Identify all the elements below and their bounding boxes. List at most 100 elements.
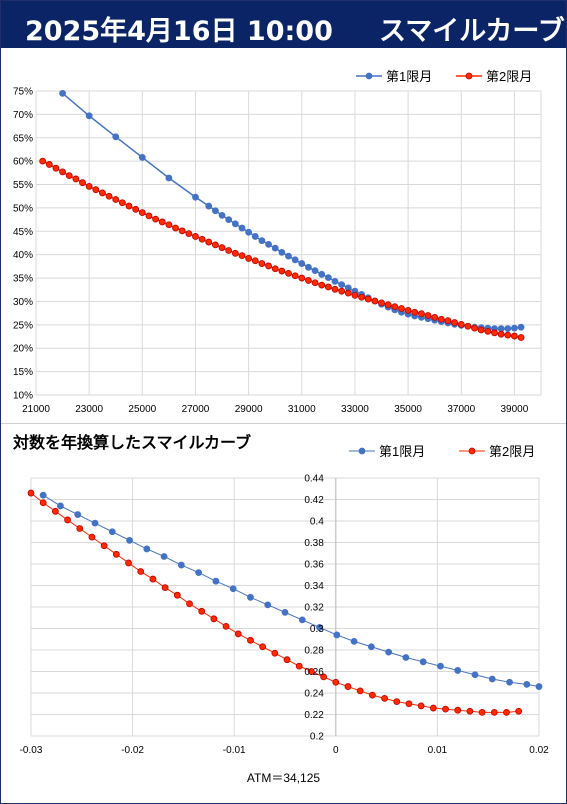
data-point bbox=[251, 233, 259, 240]
legend-marker bbox=[465, 72, 473, 80]
data-point bbox=[271, 244, 279, 252]
data-point bbox=[247, 636, 254, 644]
x-tick-label: 37000 bbox=[447, 404, 475, 415]
chart-1-smile-curve: 10% 15% 20% 25% 30% 35% 40% 45% 50% 55% 60% 65% 70% 7… bbox=[13, 69, 542, 415]
data-point bbox=[405, 700, 413, 708]
data-point bbox=[271, 649, 279, 657]
data-point bbox=[145, 212, 153, 220]
data-point bbox=[457, 320, 465, 328]
data-point bbox=[429, 704, 437, 712]
y-tick-label: 0.4 bbox=[310, 517, 324, 528]
data-point bbox=[344, 683, 352, 690]
data-point bbox=[477, 326, 485, 334]
data-point bbox=[177, 561, 185, 569]
data-point bbox=[281, 608, 289, 616]
data-point bbox=[491, 329, 498, 337]
data-point bbox=[218, 244, 226, 252]
data-point bbox=[143, 545, 151, 553]
data-point bbox=[358, 293, 365, 301]
data-point bbox=[511, 332, 518, 340]
data-point bbox=[161, 584, 169, 592]
data-point bbox=[454, 667, 462, 674]
y-tick-label: 55% bbox=[13, 180, 33, 191]
data-point bbox=[85, 112, 93, 120]
data-point bbox=[291, 256, 299, 264]
data-point bbox=[238, 252, 246, 260]
data-point bbox=[251, 257, 259, 265]
data-point bbox=[245, 255, 253, 262]
data-point bbox=[308, 668, 315, 675]
data-point bbox=[112, 550, 120, 558]
y-tick-label: 75% bbox=[13, 87, 33, 98]
data-point bbox=[324, 274, 332, 282]
data-point bbox=[417, 310, 425, 318]
data-point bbox=[356, 687, 364, 695]
y-tick-label: 0.44 bbox=[304, 474, 324, 485]
data-point bbox=[381, 694, 388, 702]
data-point bbox=[152, 215, 160, 223]
data-point bbox=[247, 593, 254, 601]
data-point bbox=[331, 285, 339, 293]
data-point bbox=[419, 658, 427, 666]
data-point bbox=[318, 270, 326, 278]
data-point bbox=[264, 601, 272, 609]
data-point bbox=[231, 220, 239, 228]
data-point bbox=[265, 262, 272, 270]
data-point bbox=[291, 272, 299, 280]
chart-2-title: 対数を年換算したスマイルカーブ bbox=[13, 433, 252, 452]
data-point bbox=[424, 312, 432, 319]
data-point bbox=[511, 324, 518, 332]
data-point bbox=[332, 678, 340, 686]
data-point bbox=[378, 299, 385, 307]
x-tick-label: 25000 bbox=[128, 404, 156, 415]
y-tick-label: 20% bbox=[13, 344, 33, 355]
data-point bbox=[218, 212, 226, 219]
y-tick-label: 0.26 bbox=[304, 667, 324, 678]
data-point bbox=[367, 643, 375, 651]
x-tick-label: 39000 bbox=[501, 404, 529, 415]
data-point bbox=[259, 643, 267, 651]
y-tick-label: 10% bbox=[13, 391, 33, 402]
divider bbox=[1, 423, 566, 424]
data-point bbox=[64, 516, 71, 524]
legend-marker bbox=[468, 447, 476, 455]
data-point bbox=[91, 519, 99, 527]
data-point bbox=[515, 707, 523, 715]
data-point bbox=[391, 303, 399, 311]
x-tick-label: 29000 bbox=[235, 404, 263, 415]
y-tick-label: 0.2 bbox=[310, 732, 324, 743]
data-point bbox=[132, 205, 140, 213]
data-point bbox=[212, 577, 220, 585]
data-point bbox=[125, 202, 133, 210]
data-point bbox=[320, 673, 328, 681]
data-point bbox=[404, 306, 412, 314]
data-point bbox=[305, 277, 312, 284]
legend-marker bbox=[358, 447, 366, 455]
data-point bbox=[278, 248, 286, 256]
y-tick-label: 30% bbox=[13, 297, 33, 308]
legend-label: 第1限月 bbox=[386, 69, 432, 84]
data-point bbox=[198, 607, 206, 615]
data-point bbox=[65, 172, 73, 180]
data-point bbox=[451, 319, 459, 326]
data-point bbox=[488, 675, 496, 683]
x-tick-label: 31000 bbox=[288, 404, 316, 415]
data-point bbox=[454, 706, 462, 714]
data-point bbox=[45, 161, 53, 168]
data-point bbox=[371, 297, 379, 305]
data-point bbox=[185, 230, 193, 238]
data-point bbox=[437, 662, 444, 670]
data-point bbox=[205, 238, 213, 246]
data-point bbox=[311, 279, 319, 287]
x-tick-label: 23000 bbox=[75, 404, 103, 415]
data-point bbox=[212, 241, 219, 249]
data-point bbox=[398, 305, 405, 312]
x-tick-label: 0.02 bbox=[529, 745, 549, 756]
data-point bbox=[52, 164, 60, 172]
data-point bbox=[234, 630, 242, 638]
data-point bbox=[444, 317, 452, 325]
data-point bbox=[497, 325, 505, 332]
data-point bbox=[79, 179, 86, 187]
y-tick-label: 25% bbox=[13, 320, 33, 331]
data-point bbox=[59, 168, 66, 176]
